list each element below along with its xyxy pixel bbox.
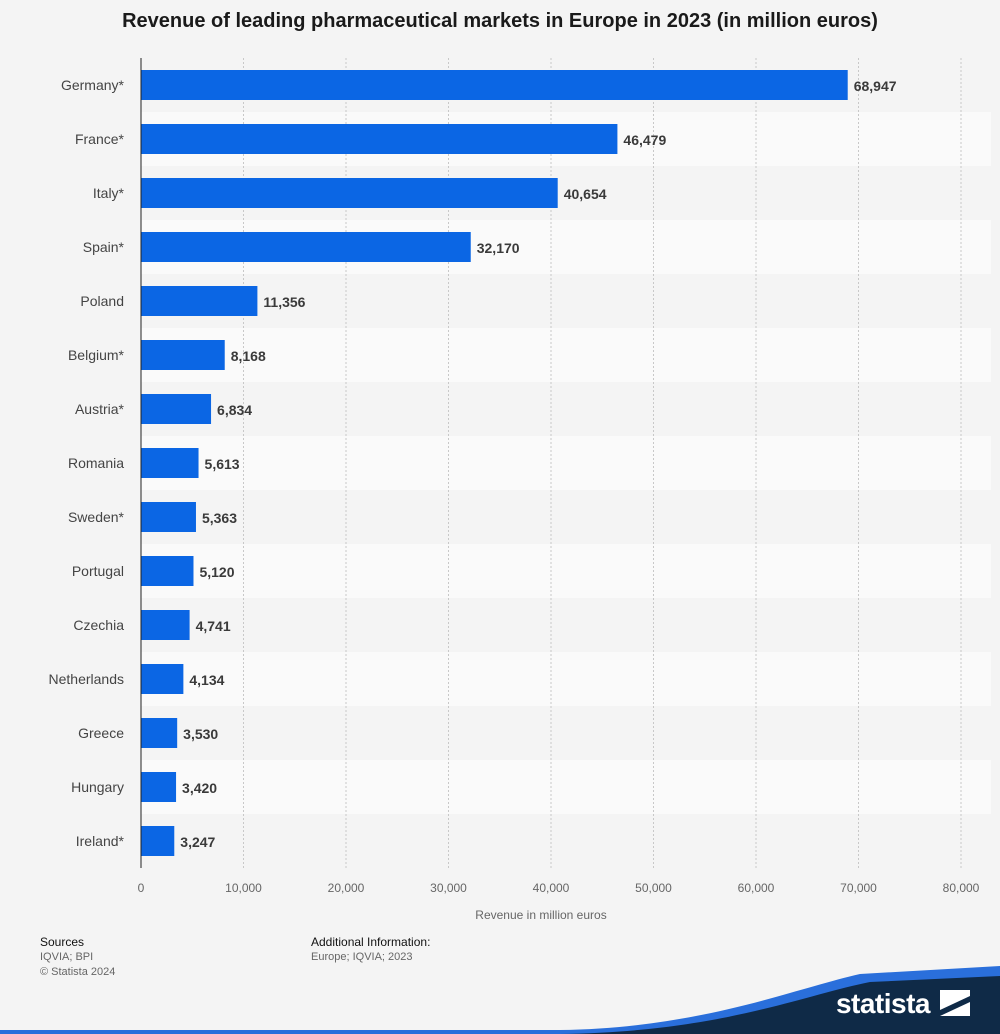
tick-labels: 0 10,000 20,000 30,000 40,000 50,000 60,000 70,… (138, 881, 980, 895)
bar (141, 826, 175, 856)
value-label: 11,356 (263, 294, 305, 310)
x-tick-label: 30,000 (430, 881, 467, 895)
category-label: Poland (80, 293, 124, 309)
category-label: Czechia (73, 617, 124, 633)
x-tick-label: 70,000 (840, 881, 877, 895)
copyright-text: © Statista 2024 (40, 966, 116, 978)
grid-lines (243, 58, 962, 868)
bars (141, 70, 848, 856)
bar (141, 178, 558, 208)
bar (141, 124, 618, 154)
category-label: Netherlands (49, 671, 125, 687)
value-label: 3,420 (182, 780, 217, 796)
bar-chart: Germany* France* Italy* Spain* Poland Belgium… (48, 58, 991, 922)
value-label: 6,834 (217, 402, 252, 418)
x-tick-label: 80,000 (943, 881, 980, 895)
row-band (141, 652, 991, 706)
value-label: 4,741 (196, 618, 231, 634)
row-band (141, 382, 991, 436)
x-axis-title: Revenue in million euros (475, 908, 606, 922)
value-label: 5,613 (205, 456, 240, 472)
category-label: Ireland* (76, 833, 125, 849)
row-band (141, 706, 991, 760)
value-label: 3,530 (183, 726, 218, 742)
row-band (141, 328, 991, 382)
statista-logo-icon (940, 990, 970, 1016)
x-tick-label: 40,000 (533, 881, 570, 895)
value-label: 32,170 (477, 240, 520, 256)
additional-info-label: Additional Information: (311, 935, 431, 949)
row-band (141, 544, 991, 598)
bar (141, 664, 184, 694)
value-label: 68,947 (854, 78, 897, 94)
bar (141, 70, 848, 100)
row-band (141, 274, 991, 328)
category-label: Spain* (83, 239, 125, 255)
bar (141, 394, 212, 424)
category-label: Austria* (75, 401, 125, 417)
sources-block: Sources IQVIA; BPI © Statista 2024 (40, 935, 115, 980)
category-label: Sweden* (68, 509, 125, 525)
bar (141, 610, 190, 640)
row-band (141, 436, 991, 490)
bar (141, 286, 258, 316)
sources-text: IQVIA; BPI (40, 951, 94, 963)
bar (141, 772, 177, 802)
category-label: Greece (78, 725, 124, 741)
category-label: Hungary (71, 779, 124, 795)
additional-info-block: Additional Information: Europe; IQVIA; 2… (311, 935, 430, 965)
row-band (141, 814, 991, 868)
category-label: Romania (68, 455, 124, 471)
x-tick-label: 0 (138, 881, 145, 895)
category-label: Portugal (72, 563, 124, 579)
bar (141, 718, 178, 748)
value-label: 40,654 (564, 186, 607, 202)
bar (141, 232, 471, 262)
additional-info-text: Europe; IQVIA; 2023 (311, 951, 413, 963)
x-tick-label: 20,000 (328, 881, 365, 895)
bar (141, 502, 196, 532)
bar (141, 556, 194, 586)
row-band (141, 598, 991, 652)
chart-title: Revenue of leading pharmaceutical market… (122, 10, 878, 32)
category-label: Italy* (93, 185, 125, 201)
sources-label: Sources (40, 935, 85, 949)
statista-logo: statista (835, 988, 931, 1019)
value-label: 5,120 (199, 564, 234, 580)
footer-band (0, 966, 1000, 1034)
value-label: 3,247 (180, 834, 215, 850)
x-tick-label: 50,000 (635, 881, 672, 895)
x-tick-label: 10,000 (225, 881, 262, 895)
category-label: Germany* (61, 77, 125, 93)
x-tick-label: 60,000 (738, 881, 775, 895)
category-label: France* (75, 131, 125, 147)
value-label: 8,168 (231, 348, 266, 364)
value-labels: 68,947 46,479 40,654 32,170 11,356 8,168 6,834… (180, 78, 896, 850)
footer-dark-shape (0, 976, 1000, 1034)
row-band (141, 760, 991, 814)
value-label: 4,134 (189, 672, 224, 688)
bar (141, 340, 225, 370)
bar (141, 448, 199, 478)
value-label: 46,479 (623, 132, 666, 148)
value-label: 5,363 (202, 510, 237, 526)
category-labels: Germany* France* Italy* Spain* Poland Belgium… (49, 77, 125, 849)
category-label: Belgium* (68, 347, 125, 363)
row-band (141, 490, 991, 544)
